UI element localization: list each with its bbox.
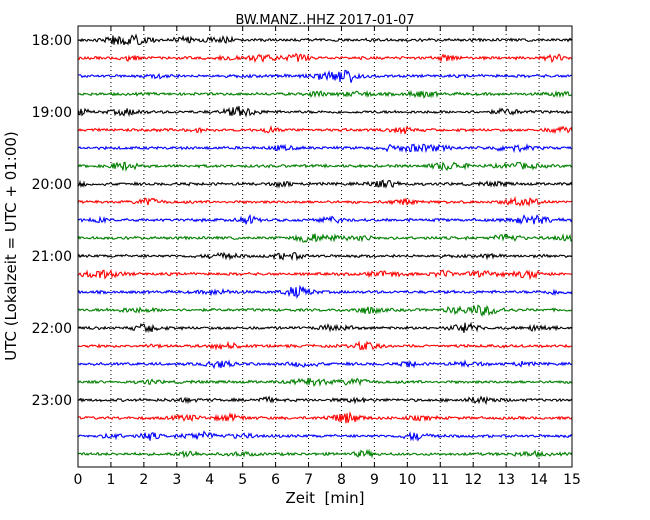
x-tick-label: 11 [431,472,449,488]
y-tick-label: 23:00 [32,393,72,409]
x-tick-label: 3 [172,472,181,488]
seismic-trace [77,448,573,459]
x-tick-label: 7 [304,472,313,488]
seismic-trace [77,321,573,334]
seismic-trace [77,233,573,243]
seismic-trace [77,105,573,118]
seismic-trace [77,125,573,135]
seismic-trace [77,179,573,189]
x-tick-label: 2 [139,472,148,488]
seismic-trace [77,284,573,300]
seismic-trace [77,359,573,370]
seismic-trace [77,395,573,406]
x-tick-label: 5 [238,472,247,488]
x-tick-label: 14 [530,472,548,488]
seismic-trace [77,69,573,83]
x-tick-label: 6 [271,472,280,488]
seismic-trace [77,268,573,281]
seismic-trace [77,52,573,64]
x-tick-label: 4 [205,472,214,488]
plot-frame [77,25,573,468]
grid-lines [110,26,540,467]
x-tick-label: 10 [398,472,416,488]
seismic-trace [77,143,573,154]
y-tick-label: 21:00 [32,249,72,265]
seismic-trace [77,430,573,442]
x-tick-label: 0 [74,472,83,488]
seismic-trace [77,195,573,208]
y-tick-label: 19:00 [32,105,72,121]
x-tick-label: 1 [106,472,115,488]
y-tick-label: 18:00 [32,33,72,49]
seismic-trace [77,340,572,351]
x-tick-label: 13 [497,472,515,488]
x-tick-label: 8 [337,472,346,488]
traces [77,33,573,459]
y-tick-label: 20:00 [32,177,72,193]
x-axis-label: Zeit [min] [285,489,364,507]
seismic-trace [77,251,573,262]
seismic-trace [77,214,573,225]
x-tick-label: 15 [563,472,581,488]
y-axis-label: UTC (Lokalzeit = UTC + 01:00) [2,131,20,361]
seismic-trace [77,410,573,424]
seismic-trace [77,377,573,387]
seismic-trace [77,89,573,99]
x-tick-label: 9 [370,472,379,488]
ticks: 0 1 2 3 4 5 6 7 8 9 10 11 12 13 14 1518:0019:0020:0021:… [32,26,581,488]
seismic-trace [77,304,573,317]
y-tick-label: 22:00 [32,321,72,337]
seismic-trace [77,161,573,172]
seismic-trace [77,33,573,46]
chart-title: BW.MANZ..HHZ 2017-01-07 [235,13,414,28]
x-tick-label: 12 [464,472,482,488]
